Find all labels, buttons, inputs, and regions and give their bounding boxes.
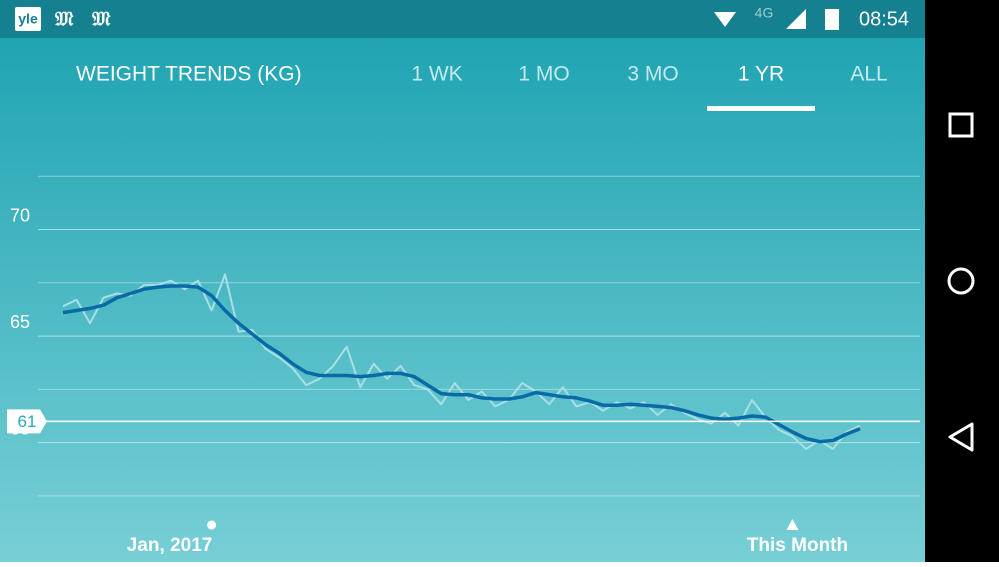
tab-indicator [707, 106, 815, 111]
x-marker-dot [207, 520, 217, 530]
tab[interactable]: ALL [850, 63, 887, 86]
app-icon [15, 7, 41, 31]
tabs: 1 WK 1 MO 3 MO 1 YR ALL [411, 63, 888, 111]
y-tick-label: 65 [10, 312, 30, 332]
x-tick-label: This Month [747, 535, 848, 556]
back-button[interactable] [948, 422, 974, 452]
current-value-badge [7, 409, 47, 434]
raw-weight-line [62, 273, 861, 450]
clock: 08:54 [859, 8, 909, 30]
page-title: WEIGHT TRENDS (KG) [76, 63, 302, 86]
tab[interactable]: 1 MO [518, 63, 569, 86]
tab[interactable]: 3 MO [627, 63, 678, 86]
tab[interactable]: 1 WK [411, 63, 462, 86]
background [0, 0, 925, 562]
app-icon-text: yle [18, 11, 38, 27]
status-bar [0, 0, 925, 38]
battery-icon [825, 9, 839, 30]
network-type: 4G [755, 5, 774, 21]
tab[interactable]: 1 YR [738, 63, 784, 86]
recents-button[interactable] [948, 112, 974, 138]
y-tick-label: 70 [10, 205, 30, 225]
nav-bar [925, 0, 999, 562]
x-marker-triangle [786, 519, 799, 530]
current-value-label: 61 [18, 412, 37, 431]
x-tick-label: Jan, 2017 [127, 535, 213, 556]
trend-line [62, 284, 861, 444]
signal-icon [786, 9, 806, 29]
notification-icon: 𝔐 [92, 7, 111, 31]
wifi-icon [714, 12, 736, 27]
notification-icon: 𝔐 [55, 7, 74, 31]
home-button[interactable] [947, 267, 975, 295]
